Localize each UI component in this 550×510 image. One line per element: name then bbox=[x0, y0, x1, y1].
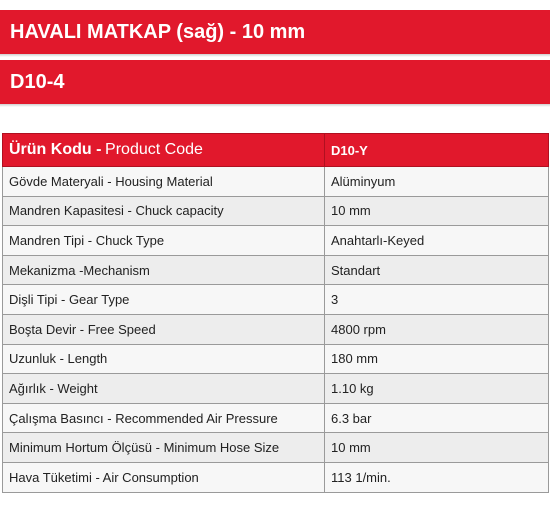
spec-value: Standart bbox=[324, 254, 549, 286]
table-row: Mandren Kapasitesi - Chuck capacity 10 mm bbox=[2, 195, 549, 227]
product-title: HAVALI MATKAP (sağ) - 10 mm bbox=[10, 20, 306, 43]
spec-value: 6.3 bar bbox=[324, 402, 549, 434]
spec-label: Mekanizma -Mechanism bbox=[2, 254, 325, 286]
spec-value: 1.10 kg bbox=[324, 373, 549, 404]
table-row: Mandren Tipi - Chuck Type Anahtarlı-Keyed bbox=[2, 225, 549, 256]
table-row: Ağırlık - Weight 1.10 kg bbox=[2, 373, 549, 404]
spec-label: Mandren Tipi - Chuck Type bbox=[2, 225, 325, 256]
table-row: Dişli Tipi - Gear Type 3 bbox=[2, 284, 549, 315]
table-row: Çalışma Basıncı - Recommended Air Pressu… bbox=[2, 402, 549, 434]
spec-value: 3 bbox=[324, 284, 549, 315]
spec-value: 4800 rpm bbox=[324, 313, 549, 345]
spec-label: Minimum Hortum Ölçüsü - Minimum Hose Siz… bbox=[2, 432, 325, 463]
product-code-label-tr: Ürün Kodu - bbox=[9, 141, 102, 158]
spec-table: Ürün Kodu - Product Code D10-Y Gövde Mat… bbox=[2, 133, 549, 493]
spec-label: Boşta Devir - Free Speed bbox=[2, 313, 325, 345]
spec-value: 180 mm bbox=[324, 343, 549, 375]
spec-value: Anahtarlı-Keyed bbox=[324, 225, 549, 256]
table-row: Boşta Devir - Free Speed 4800 rpm bbox=[2, 313, 549, 345]
product-code-label: Ürün Kodu - Product Code bbox=[2, 133, 325, 167]
table-row: Mekanizma -Mechanism Standart bbox=[2, 254, 549, 286]
spec-label: Çalışma Basıncı - Recommended Air Pressu… bbox=[2, 402, 325, 434]
table-row: Hava Tüketimi - Air Consumption 113 1/min… bbox=[2, 461, 549, 493]
model-code: D10-4 bbox=[10, 70, 65, 93]
product-title-banner: HAVALI MATKAP (sağ) - 10 mm bbox=[0, 10, 550, 54]
model-banner: D10-4 bbox=[0, 60, 550, 104]
spec-label: Ağırlık - Weight bbox=[2, 373, 325, 404]
spec-value: 10 mm bbox=[324, 432, 549, 463]
table-row: Gövde Materyali - Housing Material Alümin… bbox=[2, 166, 549, 197]
spec-label: Uzunluk - Length bbox=[2, 343, 325, 375]
spec-value: 113 1/min. bbox=[324, 461, 549, 493]
spec-label: Hava Tüketimi - Air Consumption bbox=[2, 461, 325, 493]
spec-label: Gövde Materyali - Housing Material bbox=[2, 166, 325, 197]
spec-label: Dişli Tipi - Gear Type bbox=[2, 284, 325, 315]
spec-label: Mandren Kapasitesi - Chuck capacity bbox=[2, 195, 325, 227]
product-code-label-en: Product Code bbox=[105, 141, 203, 158]
banner-divider bbox=[0, 54, 550, 57]
spec-value: 10 mm bbox=[324, 195, 549, 227]
table-row: Minimum Hortum Ölçüsü - Minimum Hose Siz… bbox=[2, 432, 549, 463]
spec-value: Alüminyum bbox=[324, 166, 549, 197]
banner-divider bbox=[0, 104, 550, 107]
table-row: Uzunluk - Length 180 mm bbox=[2, 343, 549, 375]
spec-table-header: Ürün Kodu - Product Code D10-Y bbox=[2, 133, 549, 167]
product-code-value: D10-Y bbox=[324, 133, 549, 167]
